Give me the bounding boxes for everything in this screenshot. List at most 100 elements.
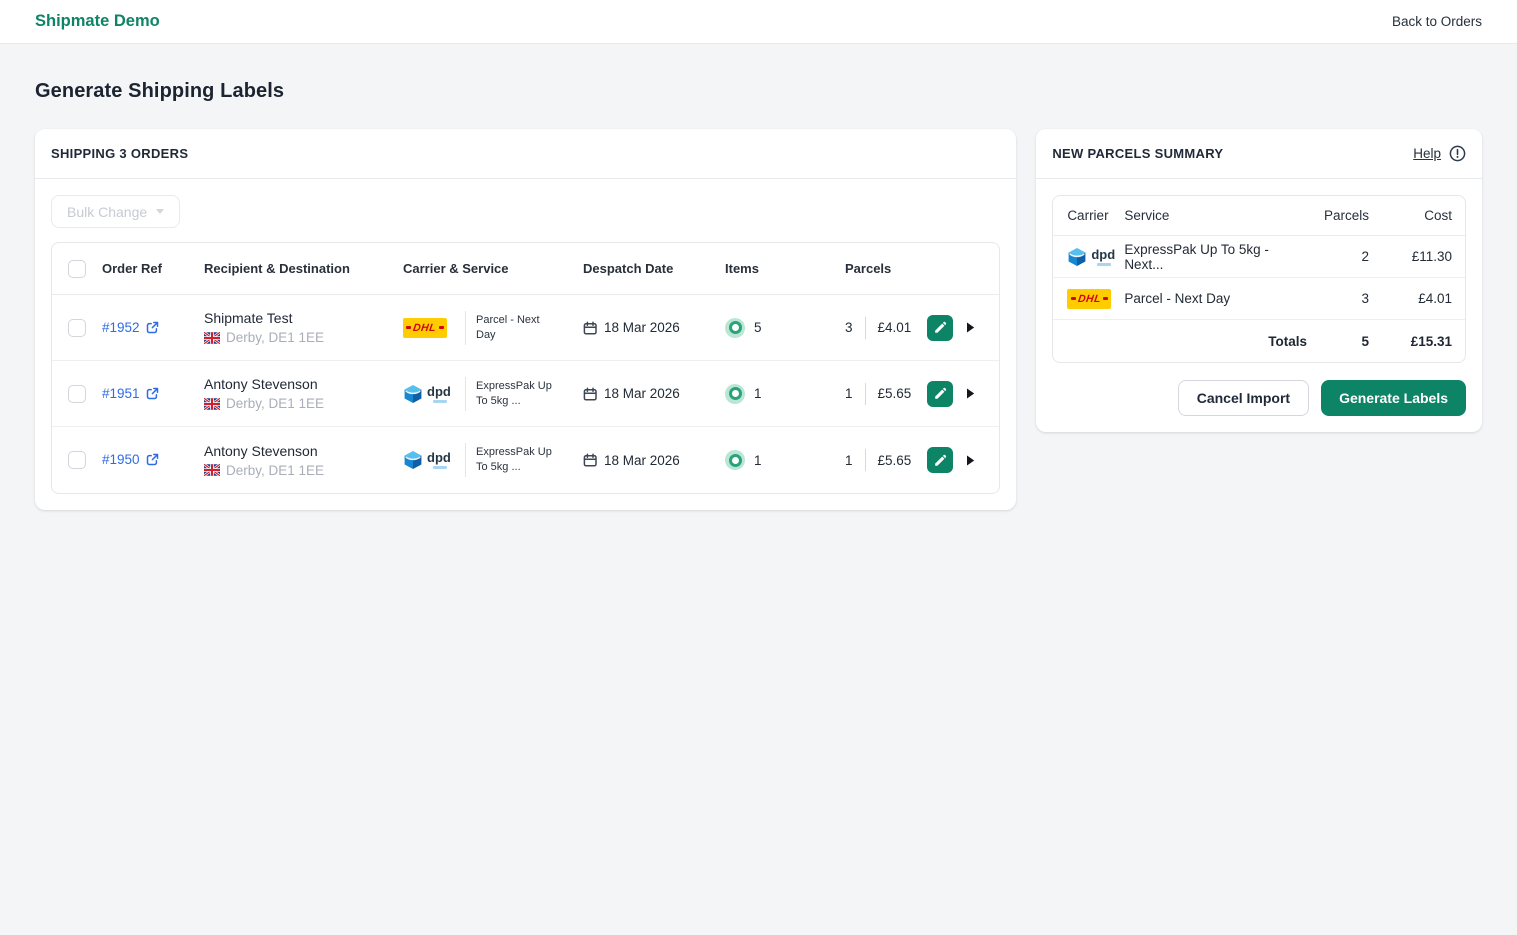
- parcels-count: 3: [845, 320, 853, 335]
- divider: [864, 316, 866, 339]
- table-row: #1951 Antony Stevenson Derby, DE1 1EE: [52, 361, 1000, 427]
- parcels-cost: £4.01: [877, 320, 912, 335]
- service-name: Parcel - Next Day: [476, 313, 540, 341]
- recipient-destination: Derby, DE1 1EE: [226, 396, 325, 411]
- summary-service: ExpressPak Up To 5kg - Next...: [1124, 241, 1269, 272]
- order-ref-link[interactable]: #1952: [102, 320, 159, 335]
- dpd-logo-subtext: [1097, 262, 1112, 266]
- dhl-logo: DHL: [1067, 288, 1112, 309]
- page-title: Generate Shipping Labels: [35, 80, 285, 102]
- recipient-name: Antony Stevenson: [204, 442, 318, 459]
- chevron-down-icon: [156, 209, 165, 214]
- totals-parcels: 5: [1361, 333, 1369, 349]
- pencil-icon: [935, 454, 947, 466]
- dpd-cube-icon: [404, 384, 422, 403]
- recipient-destination: Derby, DE1 1EE: [226, 330, 325, 345]
- divider: [465, 376, 466, 411]
- summary-panel-body: Carrier Service Parcels Cost dpd: [1036, 179, 1482, 432]
- col-items: Items: [725, 261, 759, 276]
- service-name: ExpressPak Up To 5kg ...: [476, 446, 552, 473]
- summary-parcels: 3: [1361, 291, 1369, 306]
- items-status-icon: [725, 317, 745, 338]
- dhl-dash: [406, 326, 412, 329]
- select-order-checkbox[interactable]: [68, 451, 86, 469]
- select-order-checkbox[interactable]: [68, 384, 86, 403]
- edit-parcels-button[interactable]: [927, 447, 954, 473]
- col-parcels: Parcels: [1323, 208, 1369, 223]
- col-parcels: Parcels: [845, 261, 892, 276]
- triangle-right-icon: [967, 322, 975, 333]
- dpd-cube-icon: [404, 451, 422, 469]
- order-ref-text: #1950: [102, 452, 140, 467]
- summary-row: DHL Parcel - Next Day 3 £4.01: [1053, 278, 1465, 320]
- col-recipient: Recipient & Destination: [204, 261, 350, 276]
- info-icon[interactable]: [1449, 145, 1466, 162]
- items-count: 1: [754, 386, 762, 401]
- summary-cost: £11.30: [1411, 249, 1452, 264]
- totals-cost: £15.31: [1410, 333, 1452, 349]
- expand-row-button[interactable]: [964, 386, 977, 401]
- recipient-name: Antony Stevenson: [204, 376, 318, 392]
- cancel-import-button[interactable]: Cancel Import: [1177, 380, 1310, 416]
- col-despatch: Despatch Date: [583, 261, 674, 276]
- dpd-logo-text: dpd: [427, 450, 451, 465]
- main-content: SHIPPING 3 ORDERS Bulk Change Order Ref …: [0, 129, 1517, 510]
- summary-actions: Cancel Import Generate Labels: [1052, 363, 1466, 416]
- items-count: 5: [754, 320, 762, 335]
- back-to-orders-link[interactable]: Back to Orders: [1391, 14, 1482, 29]
- pencil-icon: [935, 387, 947, 399]
- divider: [465, 443, 466, 477]
- dpd-logo: dpd: [1067, 247, 1115, 267]
- dhl-dash: [1102, 297, 1108, 300]
- summary-service: Parcel - Next Day: [1124, 291, 1231, 306]
- dpd-logo-subtext: [433, 466, 447, 469]
- summary-row: dpd ExpressPak Up To 5kg - Next... 2 £11…: [1053, 236, 1465, 278]
- divider: [864, 449, 866, 471]
- parcels-summary-panel: NEW PARCELS SUMMARY Help Carrier Service…: [1036, 129, 1482, 432]
- calendar-icon: [583, 386, 597, 401]
- external-link-icon: [146, 387, 158, 399]
- summary-panel-header: NEW PARCELS SUMMARY Help: [1036, 129, 1482, 179]
- orders-table-header: Order Ref Recipient & Destination Carrie…: [52, 243, 1000, 295]
- dhl-dash: [1070, 297, 1076, 300]
- summary-totals-row: Totals 5 £15.31: [1053, 320, 1465, 362]
- summary-panel-title: NEW PARCELS SUMMARY: [1052, 146, 1224, 161]
- col-carrier: Carrier & Service: [403, 261, 509, 276]
- gb-flag-icon: [204, 464, 220, 476]
- expand-row-button[interactable]: [964, 320, 977, 335]
- summary-table-header: Carrier Service Parcels Cost: [1053, 196, 1465, 236]
- bulk-change-button[interactable]: Bulk Change: [51, 195, 181, 228]
- despatch-date: 18 Mar 2026: [604, 452, 680, 468]
- col-order-ref: Order Ref: [102, 261, 162, 276]
- orders-table: Order Ref Recipient & Destination Carrie…: [51, 242, 1001, 494]
- gb-flag-icon: [204, 397, 220, 410]
- dhl-logo-text: DHL: [412, 321, 438, 334]
- triangle-right-icon: [967, 388, 975, 399]
- recipient-name: Shipmate Test: [204, 310, 293, 326]
- col-carrier: Carrier: [1067, 208, 1109, 223]
- edit-parcels-button[interactable]: [927, 314, 954, 341]
- dpd-logo: dpd: [403, 384, 451, 404]
- select-order-checkbox[interactable]: [68, 318, 86, 337]
- expand-row-button[interactable]: [964, 453, 977, 468]
- external-link-icon: [146, 453, 158, 466]
- orders-panel-header: SHIPPING 3 ORDERS: [35, 129, 1017, 179]
- dpd-logo-subtext: [433, 399, 447, 403]
- dpd-logo: dpd: [403, 450, 451, 470]
- order-ref-link[interactable]: #1950: [102, 452, 159, 467]
- table-row: #1952 Shipmate Test Derby, DE1 1EE: [52, 295, 1000, 361]
- orders-panel-body: Bulk Change Order Ref Recipient & Destin…: [35, 179, 1016, 510]
- select-all-checkbox[interactable]: [68, 259, 86, 278]
- help-link[interactable]: Help: [1413, 146, 1441, 161]
- order-ref-link[interactable]: #1951: [102, 386, 159, 401]
- recipient-destination: Derby, DE1 1EE: [226, 462, 325, 478]
- dpd-logo-text: dpd: [427, 383, 451, 399]
- parcels-cost: £5.65: [877, 386, 912, 401]
- divider: [465, 310, 466, 345]
- triangle-right-icon: [967, 455, 975, 465]
- col-cost: Cost: [1424, 208, 1452, 223]
- summary-table: Carrier Service Parcels Cost dpd: [1052, 195, 1466, 363]
- service-name: ExpressPak Up To 5kg ...: [476, 379, 552, 407]
- generate-labels-button[interactable]: Generate Labels: [1321, 380, 1466, 416]
- edit-parcels-button[interactable]: [927, 380, 954, 407]
